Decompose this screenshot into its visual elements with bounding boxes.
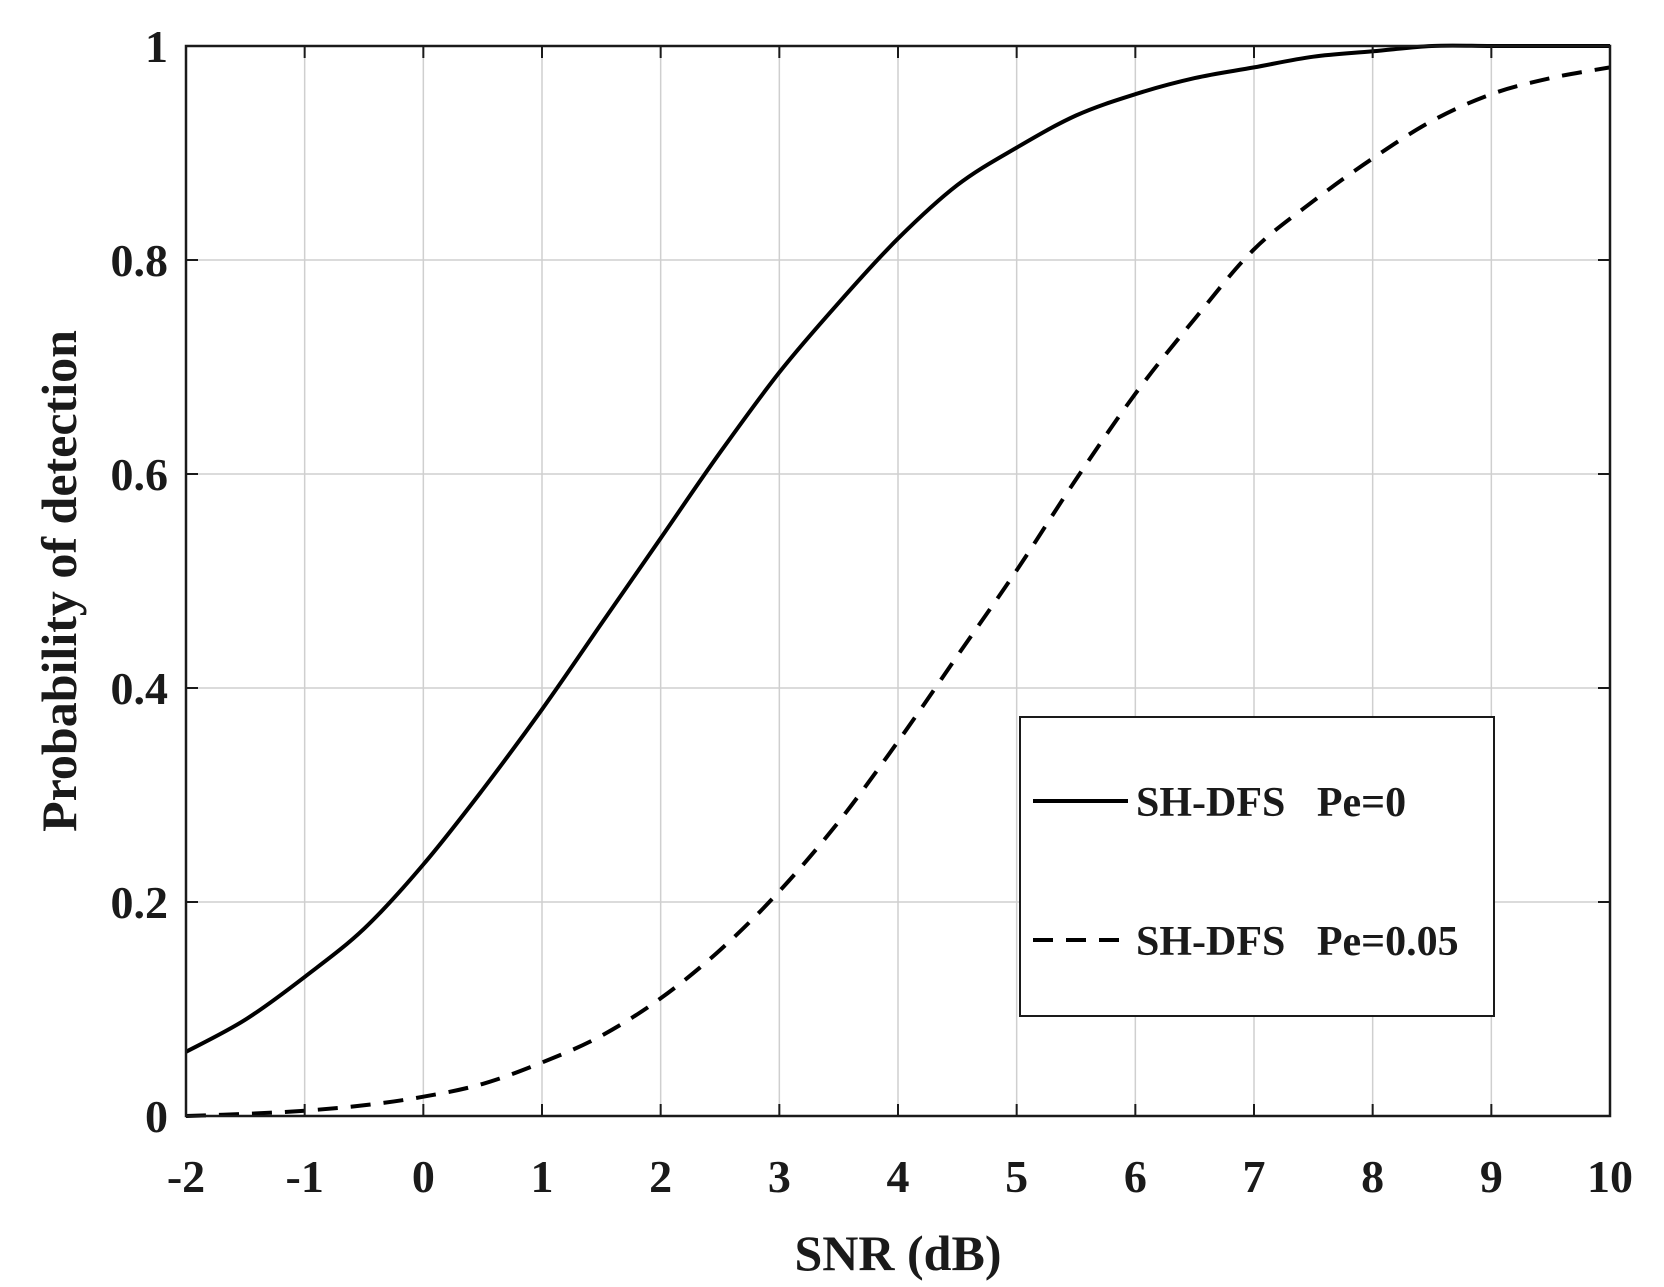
x-tick-label: 7 xyxy=(1243,1151,1266,1202)
x-tick-label: 2 xyxy=(649,1151,672,1202)
x-tick-label: 3 xyxy=(768,1151,791,1202)
tick-marks xyxy=(185,45,1611,1117)
x-tick-label: 4 xyxy=(887,1151,910,1202)
x-tick-label: 0 xyxy=(412,1151,435,1202)
x-tick-label: -2 xyxy=(167,1151,205,1202)
legend-label-pe005: SH-DFS Pe=0.05 xyxy=(1136,919,1459,965)
x-tick-label: 9 xyxy=(1480,1151,1503,1202)
legend-box xyxy=(1019,716,1495,1017)
y-tick-label: 0 xyxy=(145,1091,168,1142)
y-tick-label: 0.4 xyxy=(111,663,169,714)
x-tick-label: 8 xyxy=(1361,1151,1384,1202)
y-tick-label: 0.6 xyxy=(111,449,169,500)
legend: SH-DFS Pe=0 SH-DFS Pe=0.05 xyxy=(1019,716,1495,1017)
x-tick-labels: -2 -1 0 1 2 3 4 5 6 7 8 9 10 xyxy=(167,1151,1633,1202)
x-axis-title: SNR (dB) xyxy=(795,1225,1002,1281)
y-axis-title: Probability of detection xyxy=(31,330,87,832)
x-tick-label: 10 xyxy=(1587,1151,1633,1202)
y-tick-label: 0.2 xyxy=(111,877,169,928)
y-tick-labels: 0 0.2 0.4 0.6 0.8 1 xyxy=(111,21,169,1142)
y-tick-label: 1 xyxy=(145,21,168,72)
y-tick-label: 0.8 xyxy=(111,235,169,286)
x-tick-label: 1 xyxy=(531,1151,554,1202)
x-tick-label: 5 xyxy=(1005,1151,1028,1202)
series-line-pe-0-05 xyxy=(185,65,1611,1118)
series-line-pe-0 xyxy=(185,43,1610,1054)
x-tick-label: 6 xyxy=(1124,1151,1147,1202)
series-layer xyxy=(185,43,1611,1118)
x-tick-label: -1 xyxy=(286,1151,324,1202)
legend-label-pe0: SH-DFS Pe=0 xyxy=(1136,780,1406,826)
